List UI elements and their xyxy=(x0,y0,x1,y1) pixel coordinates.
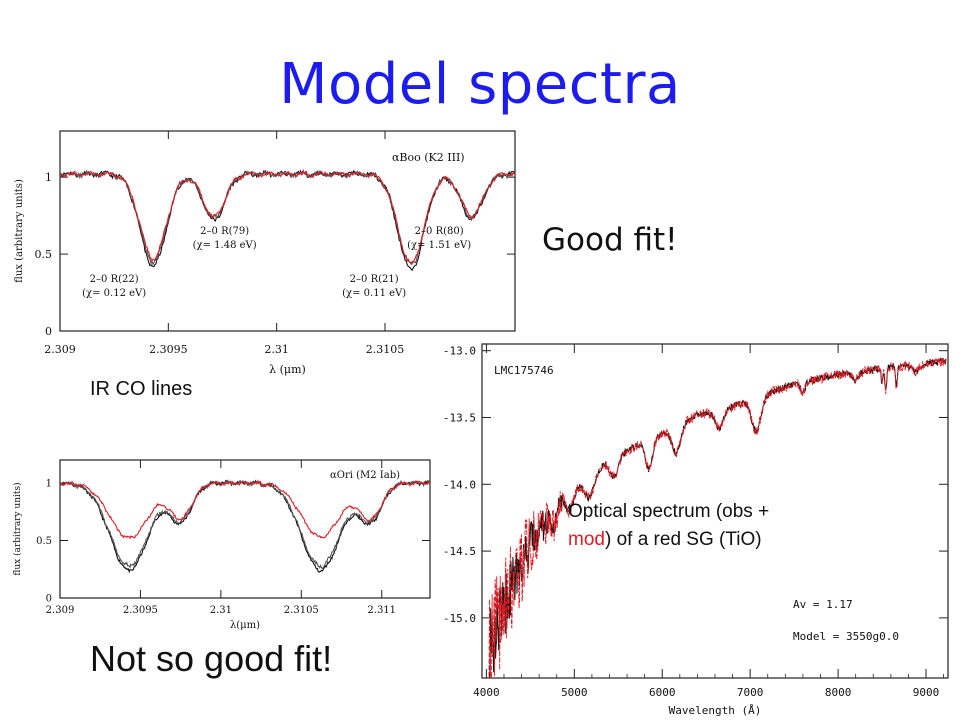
object-label: LMC175746 xyxy=(494,364,554,377)
x-tick-label: 6000 xyxy=(649,686,676,699)
model-spectrum xyxy=(488,357,947,678)
star-label: αBoo (K2 III) xyxy=(392,151,465,164)
y-tick-label: -14.5 xyxy=(443,545,476,558)
x-tick-label: 2.3095 xyxy=(149,343,188,356)
line-annotation: 2–0 R(22) xyxy=(90,274,139,285)
x-tick-label: 9000 xyxy=(913,686,940,699)
ir-co-caption: IR CO lines xyxy=(90,378,193,400)
y-tick-label: -13.0 xyxy=(443,345,476,358)
optical-caption-mod-word: mod xyxy=(568,529,605,550)
chart-alpha-ori: 2.309 2.3095 2.31 2.3105 2.311 0 0.5 1 λ(μm) flux… xyxy=(12,459,431,631)
y-tick-label: 1 xyxy=(45,171,52,184)
line-annotation-chi: (χ= 0.12 eV) xyxy=(82,288,146,299)
y-tick-label: 0.5 xyxy=(35,248,53,261)
x-tick-label: 5000 xyxy=(561,686,588,699)
x-tick-label: 2.309 xyxy=(46,605,75,616)
plot-frame xyxy=(59,130,516,332)
x-tick-label: 2.311 xyxy=(367,605,396,616)
line-annotation-chi: (χ= 0.11 eV) xyxy=(342,288,406,299)
line-annotation: 2–0 R(79) xyxy=(200,226,249,237)
x-tick-label: 2.31 xyxy=(264,343,289,356)
line-annotation: 2–0 R(80) xyxy=(415,226,464,237)
chart-lmc175746: 4000 5000 6000 7000 8000 9000 -13.0 -13.5 -14.0 -… xyxy=(443,343,949,717)
y-tick-label: 1 xyxy=(46,479,52,490)
x-axis-label: Wavelength (Å) xyxy=(669,704,762,717)
good-fit-note: Good fit! xyxy=(542,222,678,258)
x-tick-label: 4000 xyxy=(473,686,500,699)
x-axis-label: λ(μm) xyxy=(230,620,260,631)
y-axis-label: flux (arbitrary units) xyxy=(14,179,25,283)
model-line xyxy=(60,480,431,540)
y-tick-label: 0 xyxy=(45,325,52,338)
page-title: Model spectra xyxy=(279,52,681,117)
x-tick-label: 8000 xyxy=(825,686,852,699)
x-axis-label: λ (μm) xyxy=(269,363,306,376)
plot-frame xyxy=(59,459,431,599)
line-annotation-chi: (χ= 1.48 eV) xyxy=(193,240,257,251)
optical-caption-rest: ) of a red SG (TiO) xyxy=(604,529,762,550)
y-tick-label: -15.0 xyxy=(443,612,476,625)
line-annotation: 2–0 R(21) xyxy=(350,274,399,285)
x-tick-label: 2.3095 xyxy=(123,605,158,616)
observed-line xyxy=(59,479,431,574)
line-annotation-chi: (χ= 1.51 eV) xyxy=(407,240,471,251)
optical-caption-line-2: mod) of a red SG (TiO) xyxy=(568,526,769,554)
y-tick-label: -13.5 xyxy=(443,411,476,424)
y-tick-label: -14.0 xyxy=(443,478,476,491)
x-tick-label: 2.3105 xyxy=(366,343,405,356)
model-label: Model = 3550g0.0 xyxy=(793,630,899,643)
x-tick-label: 2.3105 xyxy=(284,605,319,616)
av-label: Av = 1.17 xyxy=(793,598,853,611)
x-tick-label: 7000 xyxy=(737,686,764,699)
optical-caption: Optical spectrum (obs + mod) of a red SG… xyxy=(568,498,769,554)
x-tick-label: 2.31 xyxy=(210,605,232,616)
model-line xyxy=(60,170,516,264)
chart-alpha-boo: 2.309 2.3095 2.31 2.3105 0 0.5 1 λ (μm) flux (ar… xyxy=(14,130,516,376)
optical-caption-line-1: Optical spectrum (obs + xyxy=(568,501,770,522)
not-good-fit-note: Not so good fit! xyxy=(90,638,333,679)
y-tick-label: 0.5 xyxy=(36,536,52,547)
y-axis-label: flux (arbitrary units) xyxy=(12,482,23,575)
y-tick-label: 0 xyxy=(46,594,52,605)
star-label: αOri (M2 Iab) xyxy=(330,470,400,481)
x-tick-label: 2.309 xyxy=(44,343,76,356)
